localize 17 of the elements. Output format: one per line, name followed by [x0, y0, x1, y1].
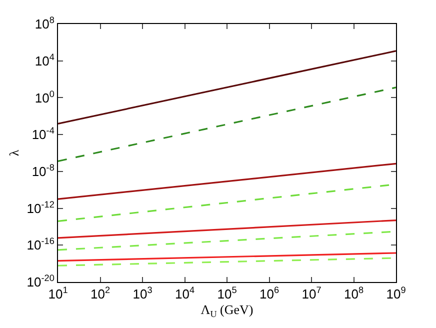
y-tick-label: 10$^{0}$: [34, 88, 54, 106]
y-tick-label: 10$^{-8}$: [32, 162, 54, 179]
x-axis-title: Λ$_{U}$ (GeV): [200, 302, 254, 319]
x-tick-label: 10$^{3}$: [132, 285, 152, 302]
y-tick-label: 10$^{-4}$: [32, 126, 54, 142]
x-tick-label: 10$^{8}$: [344, 285, 364, 302]
y-tick-label: 10$^{4}$: [34, 52, 54, 68]
y-tick-label: 10$^{8}$: [34, 15, 54, 32]
y-tick-label: 10$^{-12}$: [26, 199, 54, 216]
x-tick-label: 10$^{9}$: [386, 285, 406, 302]
y-axis-title: λ: [6, 149, 22, 156]
x-tick-label: 10$^{4}$: [174, 285, 195, 302]
x-tick-label: 10$^{5}$: [217, 285, 237, 302]
x-tick-label: 10$^{2}$: [90, 285, 110, 302]
y-tick-label: 10$^{-16}$: [26, 236, 54, 253]
x-tick-label: 10$^{6}$: [259, 285, 280, 302]
x-tick-label: 10$^{7}$: [302, 285, 322, 302]
